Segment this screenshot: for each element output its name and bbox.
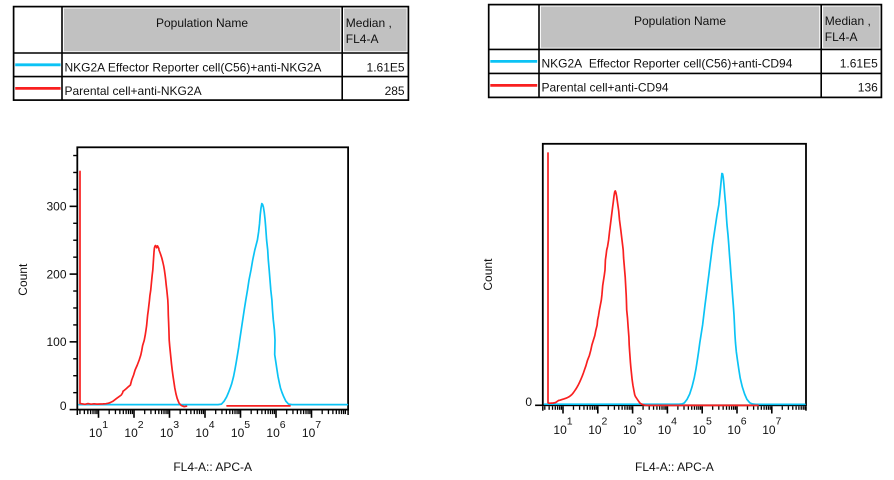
svg-text:Count: Count <box>481 258 495 291</box>
svg-text:NKG2A Effector Reporter cell(C: NKG2A Effector Reporter cell(C56)+anti-N… <box>65 60 322 74</box>
svg-text:200: 200 <box>46 267 66 281</box>
svg-text:1.61E5: 1.61E5 <box>840 57 878 71</box>
svg-text:1.61E5: 1.61E5 <box>367 60 405 74</box>
svg-text:FL4-A:: APC-A: FL4-A:: APC-A <box>173 460 252 474</box>
svg-text:Count: Count <box>16 263 30 296</box>
svg-text:Population Name: Population Name <box>156 16 248 30</box>
svg-text:Population Name: Population Name <box>634 14 726 28</box>
svg-text:Parental cell+anti-CD94: Parental cell+anti-CD94 <box>542 81 669 95</box>
svg-text:Parental cell+anti-NKG2A: Parental cell+anti-NKG2A <box>65 84 202 98</box>
svg-text:0: 0 <box>60 399 67 413</box>
svg-text:FL4-A:: APC-A: FL4-A:: APC-A <box>635 460 714 474</box>
svg-text:NKG2A Effector Reporter cell(: NKG2A Effector Reporter cell(C56)+anti-C… <box>542 57 793 71</box>
svg-text:0: 0 <box>525 395 532 409</box>
svg-text:FL4-A: FL4-A <box>346 32 379 46</box>
svg-text:Median ,: Median , <box>825 14 871 28</box>
svg-text:300: 300 <box>46 200 66 214</box>
svg-text:FL4-A: FL4-A <box>825 30 858 44</box>
svg-text:136: 136 <box>858 81 878 95</box>
svg-text:285: 285 <box>385 84 405 98</box>
svg-text:100: 100 <box>46 335 66 349</box>
svg-text:Median ,: Median , <box>346 16 392 30</box>
